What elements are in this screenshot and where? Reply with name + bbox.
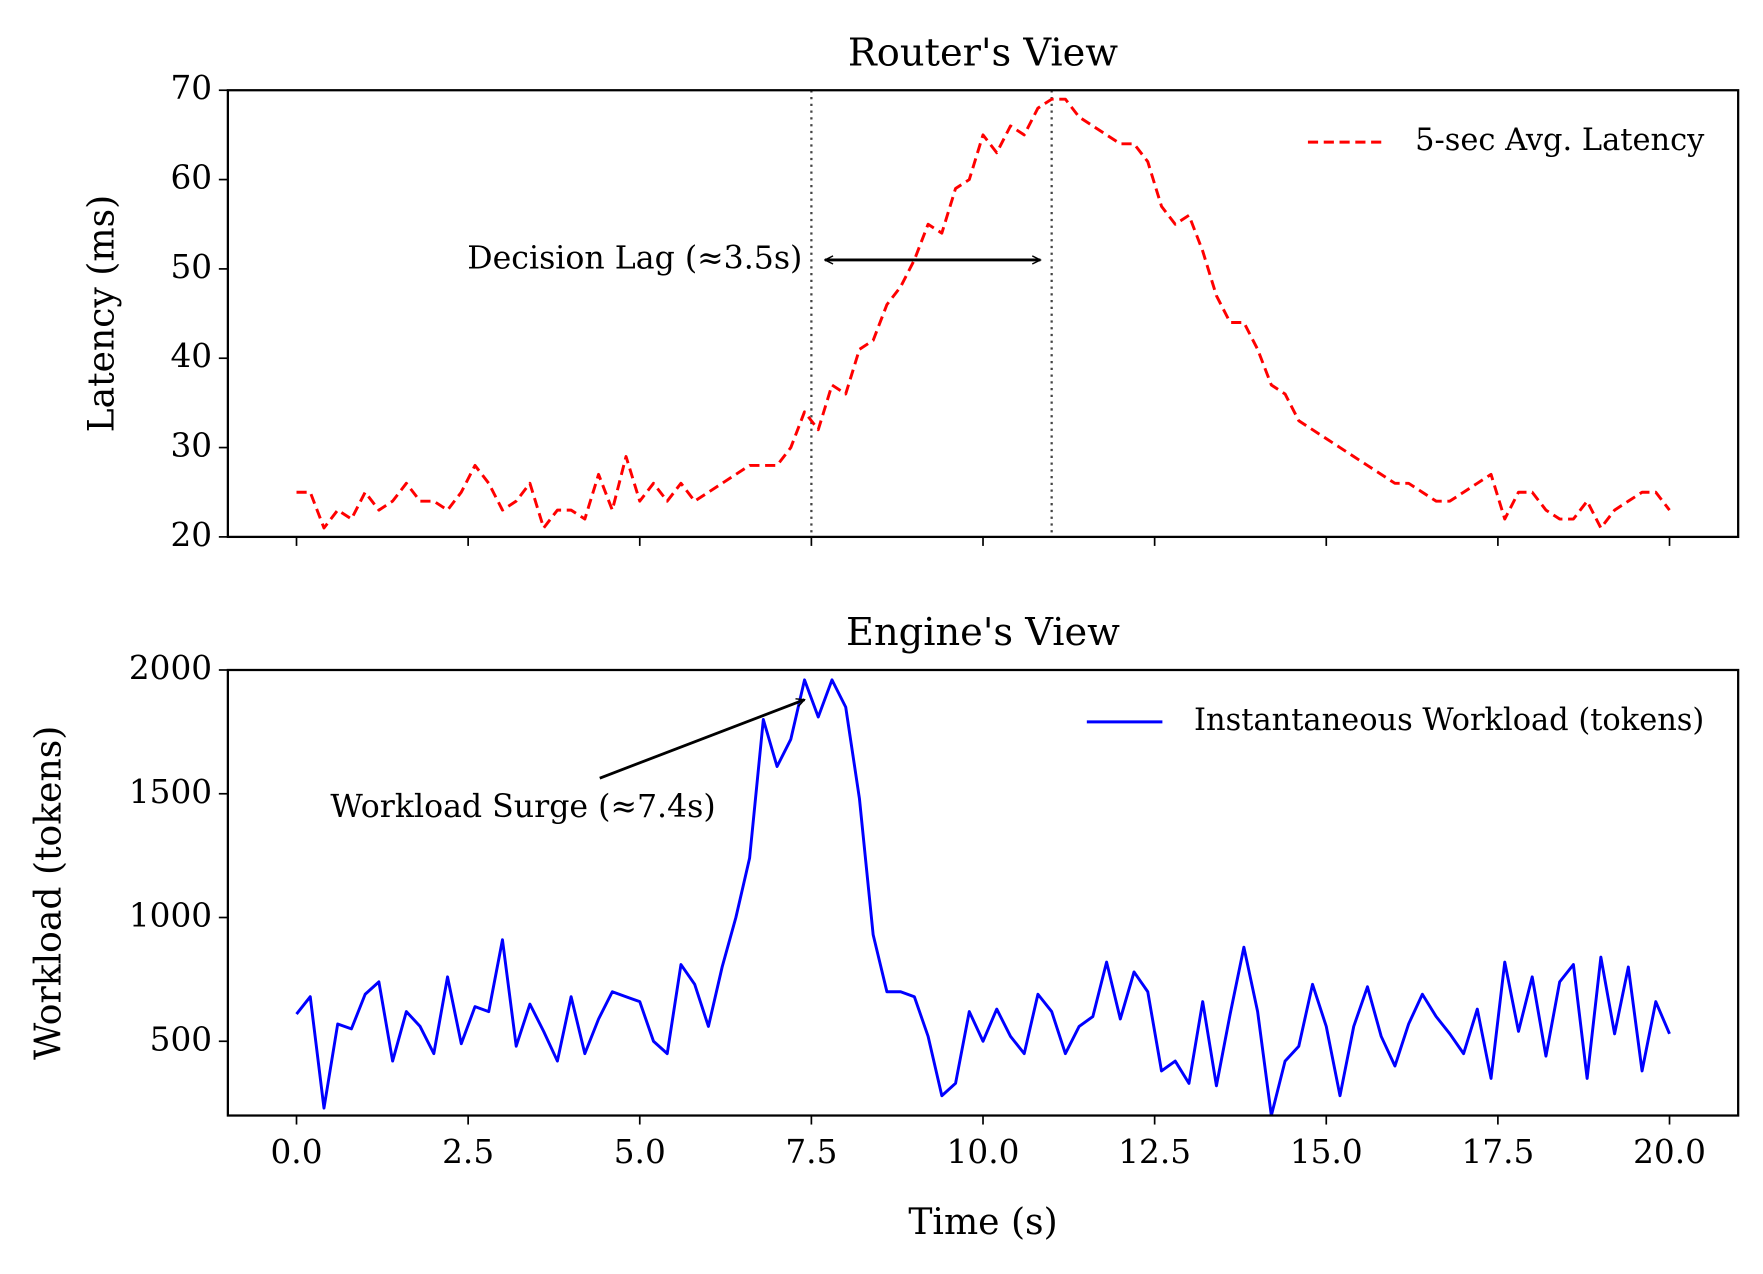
chart-title: Router's View [848, 30, 1118, 75]
annotation-text: Workload Surge (≈7.4s) [330, 789, 715, 825]
plot-frame [226, 668, 1740, 1117]
plot-frame [226, 89, 1740, 539]
y-tick-label: 50 [170, 248, 212, 286]
x-tick-label: 7.5 [785, 1133, 837, 1171]
x-axis-label: Time (s) [908, 1201, 1057, 1243]
x-tick-label: 0.0 [271, 1133, 323, 1171]
y-tick-label: 2000 [129, 649, 212, 687]
legend-label: 5-sec Avg. Latency [1415, 123, 1705, 158]
annotation-arrow [599, 700, 805, 780]
y-tick-label: 1500 [129, 773, 212, 811]
x-tick-label: 15.0 [1290, 1133, 1363, 1171]
plot-area [296, 97, 1671, 530]
x-tick-label: 10.0 [947, 1133, 1020, 1171]
annotation-text: Decision Lag (≈3.5s) [467, 240, 802, 276]
x-tick-label: 5.0 [614, 1133, 666, 1171]
y-axis-label: Latency (ms) [80, 195, 122, 432]
x-tick-label: 17.5 [1461, 1133, 1534, 1171]
y-tick-label: 30 [170, 427, 212, 465]
y-tick-label: 500 [150, 1020, 212, 1058]
chart-title: Engine's View [846, 610, 1120, 655]
legend-label: Instantaneous Workload (tokens) [1194, 703, 1704, 738]
y-tick-label: 1000 [129, 897, 212, 935]
y-tick-label: 20 [170, 516, 212, 554]
data-line [296, 97, 1671, 530]
y-tick-label: 70 [170, 69, 212, 107]
x-tick-label: 2.5 [442, 1133, 494, 1171]
x-tick-label: 20.0 [1633, 1133, 1706, 1171]
data-line [295, 678, 1671, 1116]
y-axis-label: Workload (tokens) [27, 726, 69, 1060]
y-tick-label: 60 [170, 159, 212, 197]
y-tick-label: 40 [170, 337, 212, 375]
x-tick-label: 12.5 [1118, 1133, 1191, 1171]
plot-area [295, 678, 1671, 1116]
